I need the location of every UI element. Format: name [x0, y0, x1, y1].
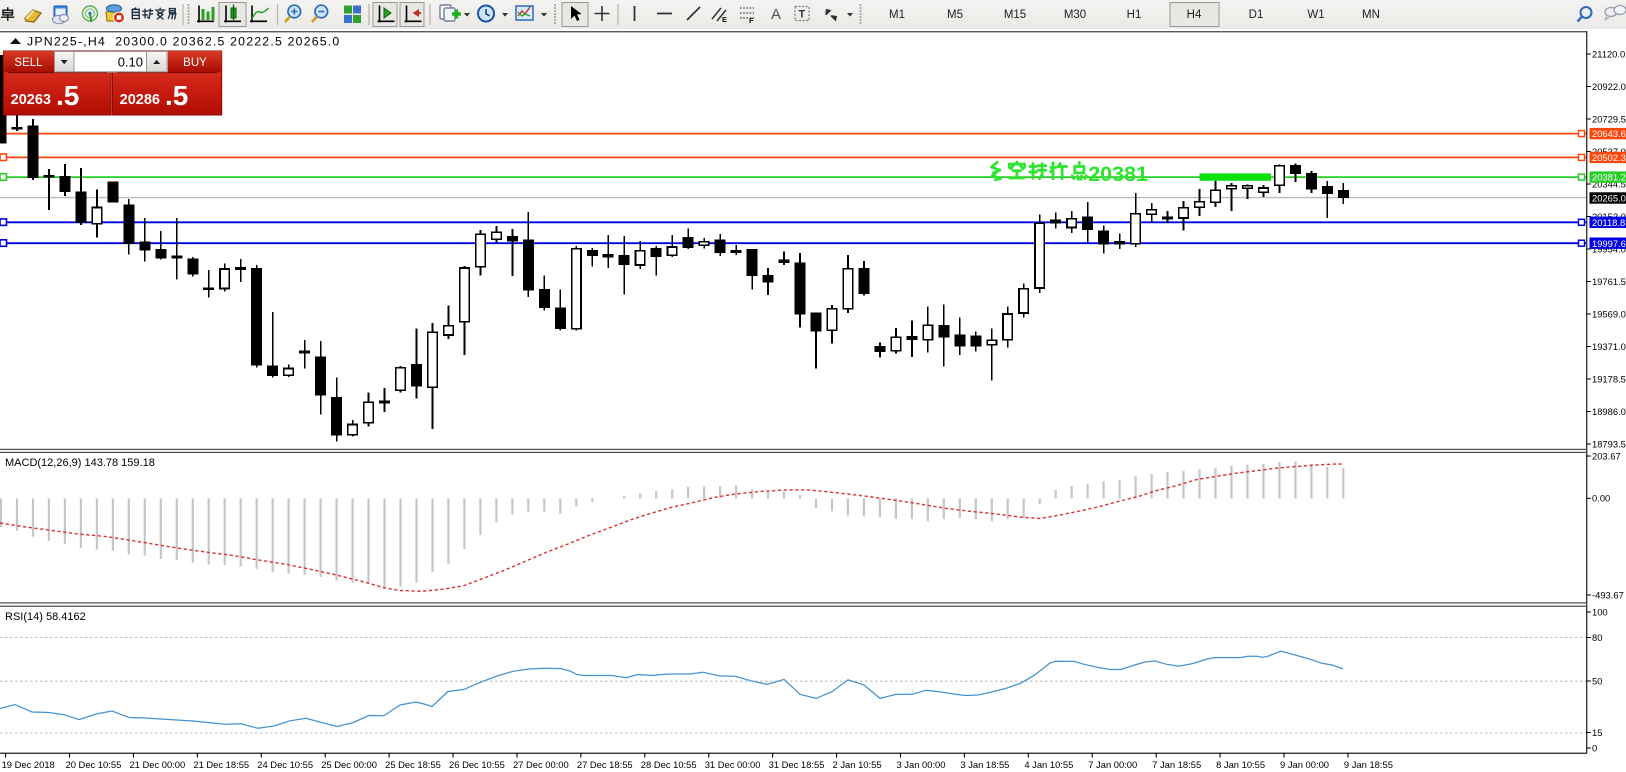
svg-text:20263: 20263: [11, 92, 51, 108]
svg-text:20118.8: 20118.8: [1592, 217, 1625, 228]
svg-text:T: T: [799, 9, 806, 21]
svg-text:2 Jan 10:55: 2 Jan 10:55: [833, 759, 882, 770]
svg-text:0.00: 0.00: [1592, 493, 1610, 504]
svg-text:8 Jan 10:55: 8 Jan 10:55: [1216, 759, 1265, 770]
svg-text:20344.5: 20344.5: [1592, 178, 1626, 189]
svg-text:20537.0: 20537.0: [1592, 146, 1626, 157]
svg-text:50: 50: [1592, 675, 1602, 686]
svg-text:M5: M5: [947, 9, 963, 21]
svg-text:3 Jan 00:00: 3 Jan 00:00: [896, 759, 945, 770]
svg-text:20502.3: 20502.3: [1592, 152, 1626, 163]
svg-text:19 Dec 2018: 19 Dec 2018: [2, 759, 55, 770]
svg-text:19997.6: 19997.6: [1592, 238, 1626, 249]
svg-text:25 Dec 00:00: 25 Dec 00:00: [321, 759, 377, 770]
svg-text:203.67: 203.67: [1592, 450, 1621, 461]
svg-text:MACD(12,26,9) 143.78 159.18: MACD(12,26,9) 143.78 159.18: [5, 457, 155, 469]
svg-text:19371.0: 19371.0: [1592, 341, 1626, 352]
svg-text:25 Dec 18:55: 25 Dec 18:55: [385, 759, 441, 770]
svg-text:D1: D1: [1249, 9, 1264, 21]
svg-text:26 Dec 10:55: 26 Dec 10:55: [449, 759, 505, 770]
svg-text:15: 15: [1592, 727, 1602, 738]
svg-text:0: 0: [1592, 742, 1597, 753]
svg-text:20 Dec 10:55: 20 Dec 10:55: [66, 759, 122, 770]
svg-text:24 Dec 10:55: 24 Dec 10:55: [257, 759, 313, 770]
svg-text:20152.0: 20152.0: [1592, 211, 1626, 222]
svg-text:31 Dec 00:00: 31 Dec 00:00: [705, 759, 761, 770]
svg-text:20381: 20381: [1088, 162, 1148, 186]
svg-text:W1: W1: [1307, 9, 1324, 21]
svg-text:9 Jan 18:55: 9 Jan 18:55: [1344, 759, 1393, 770]
svg-text:21 Dec 18:55: 21 Dec 18:55: [193, 759, 249, 770]
svg-text:M30: M30: [1064, 9, 1086, 21]
svg-text:20729.5: 20729.5: [1592, 113, 1626, 124]
svg-text:20381.2: 20381.2: [1592, 172, 1626, 183]
svg-text:19178.5: 19178.5: [1592, 373, 1626, 384]
svg-text:27 Dec 00:00: 27 Dec 00:00: [513, 759, 569, 770]
svg-text:M1: M1: [889, 9, 905, 21]
svg-text:.5: .5: [56, 80, 79, 111]
svg-text:A: A: [771, 6, 781, 23]
svg-text:19761.5: 19761.5: [1592, 276, 1626, 287]
svg-text:18986.0: 18986.0: [1592, 406, 1626, 417]
svg-text:20286: 20286: [120, 92, 160, 108]
svg-text:27 Dec 18:55: 27 Dec 18:55: [577, 759, 633, 770]
svg-text:7 Jan 18:55: 7 Jan 18:55: [1152, 759, 1201, 770]
svg-text:-493.67: -493.67: [1592, 589, 1624, 600]
svg-text:BUY: BUY: [183, 57, 207, 69]
svg-text:H1: H1: [1127, 9, 1142, 21]
svg-text:100: 100: [1592, 606, 1608, 617]
svg-text:28 Dec 10:55: 28 Dec 10:55: [641, 759, 697, 770]
svg-text:19569.0: 19569.0: [1592, 308, 1626, 319]
svg-text:F: F: [749, 16, 754, 25]
svg-text:31 Dec 18:55: 31 Dec 18:55: [769, 759, 825, 770]
svg-text:80: 80: [1592, 632, 1602, 643]
svg-text:7 Jan 00:00: 7 Jan 00:00: [1088, 759, 1137, 770]
svg-text:.5: .5: [165, 80, 188, 111]
svg-text:E: E: [722, 15, 727, 24]
svg-text:RSI(14) 58.4162: RSI(14) 58.4162: [5, 611, 86, 623]
svg-text:18793.5: 18793.5: [1592, 438, 1626, 449]
svg-text:JPN225-,H4 20300.0 20362.5 20: JPN225-,H4 20300.0 20362.5 20222.5 20265…: [27, 35, 340, 49]
svg-text:4 Jan 10:55: 4 Jan 10:55: [1024, 759, 1073, 770]
svg-text:3 Jan 18:55: 3 Jan 18:55: [960, 759, 1009, 770]
svg-text:20922.0: 20922.0: [1592, 81, 1626, 92]
svg-text:MN: MN: [1362, 9, 1380, 21]
svg-text:20643.6: 20643.6: [1592, 128, 1626, 139]
svg-text:20265.0: 20265.0: [1592, 193, 1626, 204]
svg-text:SELL: SELL: [14, 57, 43, 69]
svg-text:9 Jan 00:00: 9 Jan 00:00: [1280, 759, 1329, 770]
svg-text:H4: H4: [1187, 9, 1202, 21]
svg-text:M15: M15: [1004, 9, 1026, 21]
svg-text:21120.0: 21120.0: [1592, 48, 1625, 59]
svg-text:0.10: 0.10: [118, 55, 143, 70]
svg-text:21 Dec 00:00: 21 Dec 00:00: [129, 759, 185, 770]
